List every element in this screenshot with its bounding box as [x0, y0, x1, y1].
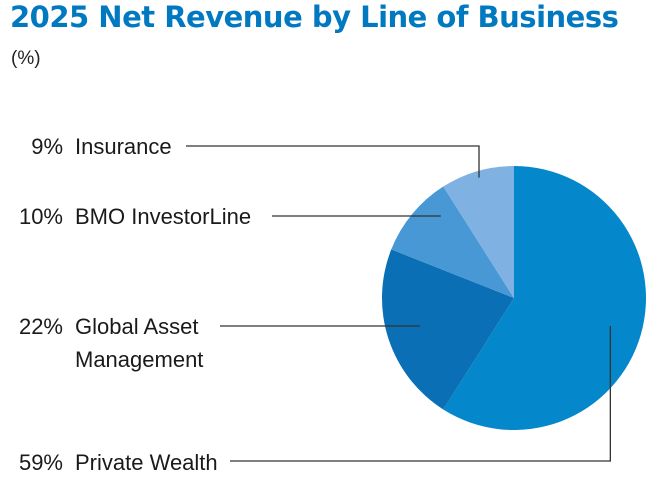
chart-title: 2025 Net Revenue by Line of Business — [10, 0, 619, 34]
slice-value-label: 10% — [19, 204, 63, 229]
pie-slice-insurance — [443, 166, 514, 298]
slice-value-label: 22% — [19, 314, 63, 339]
pie-slice-bmo-investorline — [391, 186, 514, 298]
slice-name-label: Management — [75, 347, 203, 372]
leader-line — [186, 145, 480, 178]
slice-value-label: 59% — [19, 450, 63, 475]
pie-slice-private-wealth — [443, 166, 646, 430]
slice-labels: 59% Private Wealth 22% Global Asset Manageme… — [19, 134, 251, 475]
slice-name-label: Global Asset — [75, 314, 199, 339]
pie-slices — [382, 166, 646, 430]
slice-value-label: 9% — [31, 134, 63, 159]
slice-name-label: Private Wealth — [75, 450, 218, 475]
chart-subtitle: (%) — [11, 48, 41, 69]
leader-line — [230, 325, 611, 462]
leader-lines — [186, 145, 611, 462]
slice-name-label: Insurance — [75, 134, 172, 159]
slice-name-label: BMO InvestorLine — [75, 204, 251, 229]
pie-slice-global-asset-management — [382, 249, 514, 410]
